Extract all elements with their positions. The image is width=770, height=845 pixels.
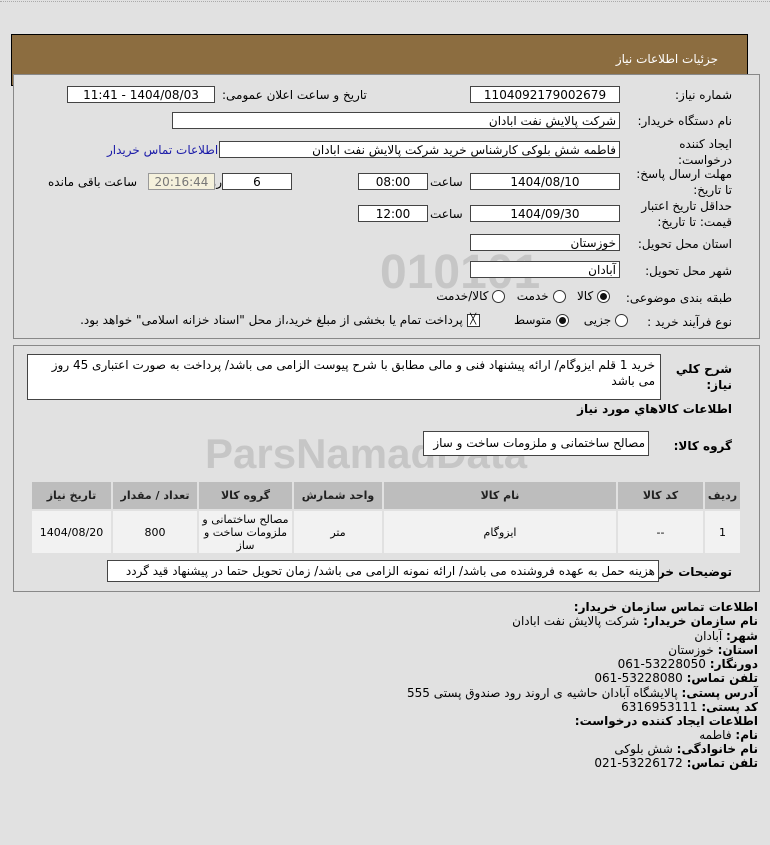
goods-group-field: مصالح ساختمانی و ملزومات ساخت و ساز (423, 431, 649, 456)
creator-name: نام: فاطمه (699, 728, 758, 742)
goods-table: ردیف کد کالا نام کالا واحد شمارش گروه کا… (30, 480, 742, 555)
contact-city: شهر: آبادان (694, 629, 758, 643)
description-label: شرح کلي (675, 362, 732, 376)
creator-label: ایجاد کننده (679, 137, 732, 151)
col-name: نام کالا (382, 480, 618, 511)
category-radio-service[interactable] (552, 290, 566, 303)
description-label-2: نياز: (706, 378, 732, 392)
cell-group: مصالح ساختمانی و ملزومات ساخت و ساز (197, 509, 294, 555)
col-unit: واحد شمارش (292, 480, 384, 511)
announce-label: تاریخ و ساعت اعلان عمومی: (222, 88, 367, 102)
validity-label-2: قیمت: تا تاریخ: (657, 215, 732, 229)
category-label: طبقه بندی موضوعی: (625, 291, 732, 305)
payment-note: پرداخت تمام یا بخشی از مبلغ خرید،از محل … (80, 313, 463, 327)
goods-table-header: ردیف کد کالا نام کالا واحد شمارش گروه کا… (30, 480, 742, 511)
table-row: 1 -- ایزوگام متر مصالح ساختمانی و ملزوما… (30, 509, 742, 555)
process-option-medium: متوسط (513, 313, 552, 327)
cell-row: 1 (703, 509, 742, 555)
creator-family: نام خانوادگی: شش بلوکی (614, 742, 758, 756)
category-radio-goods[interactable] (597, 290, 610, 303)
deadline-time-label: ساعت (430, 175, 463, 189)
buyer-notes-field: هزینه حمل به عهده فروشنده می باشد/ ارائه… (107, 560, 659, 582)
contact-fax: دورنگار: 53228050-061 (617, 657, 758, 671)
deadline-date-field: 1404/08/10 (470, 173, 620, 190)
validity-label: حداقل تاریخ اعتبار (641, 199, 732, 213)
city-label: شهر محل تحویل: (645, 264, 732, 278)
province-field: خوزستان (470, 234, 620, 251)
need-number-field: 1104092179002679 (470, 86, 620, 103)
deadline-label: مهلت ارسال پاسخ: (636, 167, 732, 181)
days-field: 6 (222, 173, 292, 190)
category-option-goods: کالا (576, 289, 594, 303)
cell-date: 1404/08/20 (30, 509, 113, 555)
announce-field: 1404/08/03 - 11:41 (67, 86, 215, 103)
province-label: استان محل تحویل: (637, 237, 732, 251)
contact-org: نام سازمان خریدار: شرکت پالایش نفت ابادا… (512, 614, 758, 628)
goods-group-label: گروه کالا: (673, 439, 732, 453)
category-option-service: خدمت (516, 289, 549, 303)
col-date: تاریخ نیاز (30, 480, 113, 511)
cell-unit: متر (292, 509, 384, 555)
goods-heading: اطلاعات کالاهاي مورد نياز (577, 402, 732, 416)
contact-province: استان: خوزستان (668, 643, 758, 657)
col-qty: تعداد / مقدار (111, 480, 199, 511)
creator-field: فاطمه شش بلوکی کارشناس خرید شرکت پالایش … (219, 141, 620, 158)
details-panel (13, 345, 760, 592)
category-option-both: کالا/خدمت (436, 289, 489, 303)
buyer-contact-link[interactable]: اطلاعات تماس خریدار (107, 143, 219, 157)
buyer-field: شرکت پالایش نفت ابادان (172, 112, 620, 129)
process-label: نوع فرآیند خرید : (647, 315, 732, 329)
process-radio-group: جزیی متوسط ╳ پرداخت تمام یا بخشی از مبلغ… (80, 313, 628, 327)
top-divider (0, 1, 770, 2)
city-field: آبادان (470, 261, 620, 278)
contact-phone: تلفن تماس: 53228080-061 (594, 671, 758, 685)
page-title: جزئیات اطلاعات نیاز (615, 52, 718, 66)
contact-postal: کد پستی: 6316953111 (621, 700, 758, 714)
validity-time-field: 12:00 (358, 205, 428, 222)
description-field: خرید 1 قلم ایزوگام/ ارائه پیشنهاد فنی و … (27, 354, 661, 400)
deadline-label-2: تا تاریخ: (693, 183, 732, 197)
col-row: ردیف (703, 480, 742, 511)
col-group: گروه کالا (197, 480, 294, 511)
process-radio-minor[interactable] (615, 314, 628, 327)
cell-qty: 800 (111, 509, 199, 555)
validity-date-field: 1404/09/30 (470, 205, 620, 222)
contact-heading: اطلاعات تماس سازمان خریدار: (573, 600, 758, 614)
creator-phone: تلفن تماس: 53226172-021 (594, 756, 758, 770)
creator-label-2: درخواست: (678, 153, 732, 167)
contact-address: آدرس پستی: پالایشگاه آبادان حاشیه ی ارون… (407, 686, 758, 700)
validity-time-label: ساعت (430, 207, 463, 221)
process-option-minor: جزیی (583, 313, 612, 327)
col-code: کد کالا (616, 480, 705, 511)
creator-heading: اطلاعات ایجاد کننده درخواست: (574, 714, 758, 728)
treasury-checkbox[interactable]: ╳ (466, 314, 480, 327)
cell-code: -- (616, 509, 705, 555)
need-number-label: شماره نیاز: (675, 88, 732, 102)
deadline-time-field: 08:00 (358, 173, 428, 190)
buyer-label: نام دستگاه خریدار: (637, 114, 733, 128)
process-radio-medium[interactable] (555, 314, 569, 327)
remaining-time-field: 20:16:44 (148, 173, 215, 190)
category-radio-group: کالا خدمت کالا/خدمت (436, 289, 610, 303)
remaining-label: ساعت باقی مانده (48, 175, 138, 189)
cell-name: ایزوگام (382, 509, 618, 555)
category-radio-both[interactable] (492, 290, 506, 303)
